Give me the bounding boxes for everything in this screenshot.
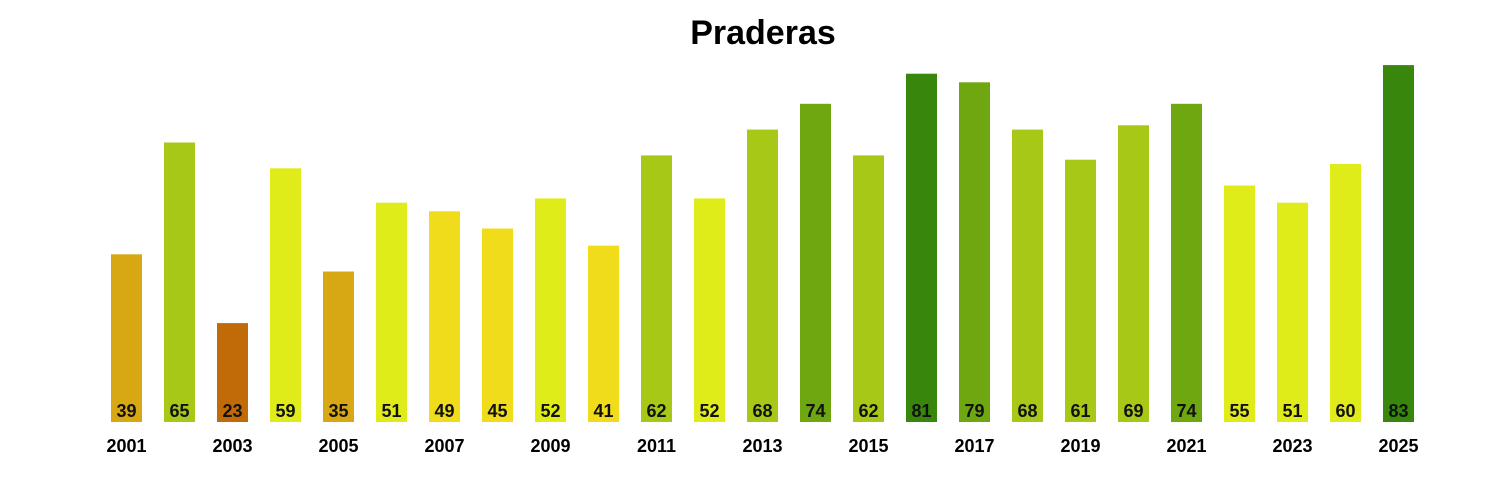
value-label-2003: 23 [222, 401, 242, 421]
bar-2013 [747, 129, 778, 422]
bar-2009 [535, 198, 566, 422]
bar-2004 [270, 168, 301, 422]
value-label-2017: 79 [964, 401, 984, 421]
bar-2006 [376, 202, 407, 422]
x-tick-label-2023: 2023 [1272, 436, 1312, 456]
bar-2010 [588, 245, 619, 422]
value-label-2018: 68 [1017, 401, 1037, 421]
bar-2020 [1118, 125, 1149, 423]
value-label-2024: 60 [1335, 401, 1355, 421]
value-label-2014: 74 [805, 401, 825, 421]
bar-2017 [959, 82, 990, 423]
value-label-2016: 81 [911, 401, 931, 421]
x-tick-label-2005: 2005 [318, 436, 358, 456]
x-tick-label-2003: 2003 [212, 436, 252, 456]
bar-2012 [694, 198, 725, 422]
bar-2007 [429, 211, 460, 422]
value-label-2015: 62 [858, 401, 878, 421]
value-label-2006: 51 [381, 401, 401, 421]
value-label-2023: 51 [1282, 401, 1302, 421]
bar-2011 [641, 155, 672, 422]
bar-2016 [906, 73, 937, 422]
x-axis-tick-labels: 2001 2003 2005 2007 2009 2011 2013 2015 2017 2019… [106, 436, 1418, 456]
x-tick-label-2021: 2021 [1166, 436, 1206, 456]
value-label-2004: 59 [275, 401, 295, 421]
x-tick-label-2015: 2015 [848, 436, 888, 456]
x-tick-label-2007: 2007 [424, 436, 464, 456]
x-tick-label-2017: 2017 [954, 436, 994, 456]
x-tick-label-2001: 2001 [106, 436, 146, 456]
value-label-2011: 62 [646, 401, 666, 421]
x-tick-label-2013: 2013 [742, 436, 782, 456]
bar-2022 [1224, 185, 1255, 422]
bar-2003 [217, 323, 248, 422]
bar-2008 [482, 228, 513, 422]
value-label-2013: 68 [752, 401, 772, 421]
x-tick-label-2011: 2011 [637, 436, 676, 456]
bar-2024 [1330, 164, 1361, 422]
x-tick-label-2025: 2025 [1378, 436, 1418, 456]
bar-2021 [1171, 103, 1202, 423]
chart-title: Praderas [690, 14, 836, 52]
bar-2018 [1012, 129, 1043, 422]
value-label-2020: 69 [1123, 401, 1143, 421]
value-label-2025: 83 [1388, 401, 1408, 421]
bar-2023 [1277, 202, 1308, 422]
value-label-2008: 45 [487, 401, 507, 421]
bar-2015 [853, 155, 884, 422]
value-label-2022: 55 [1229, 401, 1249, 421]
value-label-2019: 61 [1070, 401, 1090, 421]
bars-group [111, 65, 1414, 423]
value-label-2010: 41 [593, 401, 613, 421]
value-label-2012: 52 [699, 401, 719, 421]
bar-2005 [323, 271, 354, 422]
value-label-2021: 74 [1176, 401, 1196, 421]
value-label-2002: 65 [169, 401, 189, 421]
value-label-2001: 39 [116, 401, 136, 421]
value-labels-group: 39 65 23 59 35 51 49 45 52 41 62 52 68 74 62 81 79 68 61 69… [116, 401, 1408, 421]
value-label-2005: 35 [328, 401, 348, 421]
bar-2019 [1065, 159, 1096, 422]
bar-2002 [164, 142, 195, 422]
bar-2014 [800, 103, 831, 423]
x-tick-label-2009: 2009 [530, 436, 570, 456]
value-label-2007: 49 [434, 401, 454, 421]
bar-2025 [1383, 65, 1414, 422]
value-label-2009: 52 [540, 401, 560, 421]
bar-2001 [111, 254, 142, 422]
x-tick-label-2019: 2019 [1060, 436, 1100, 456]
